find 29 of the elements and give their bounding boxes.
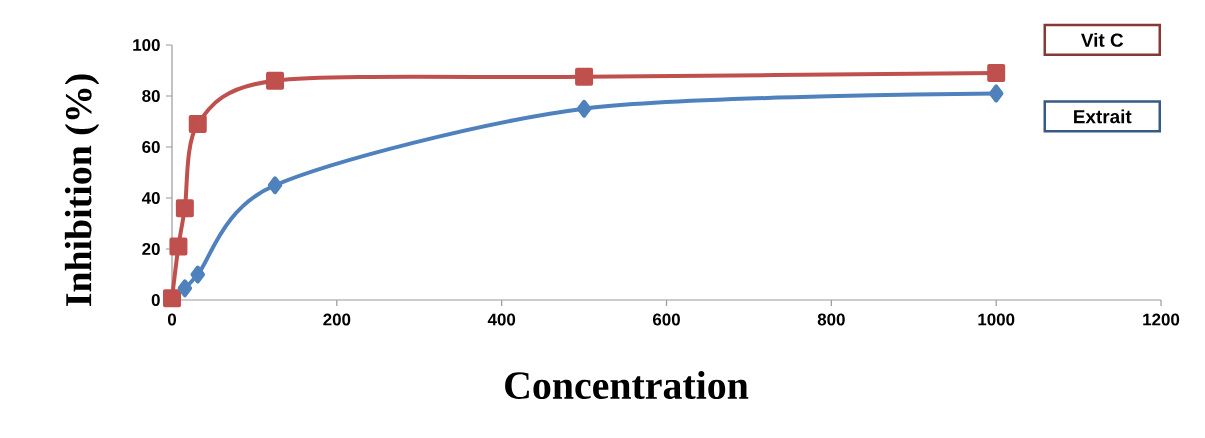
point xyxy=(163,289,181,308)
text: Extrait xyxy=(1074,109,1132,124)
y-tick-label: 80 xyxy=(142,90,160,102)
y-tick-label: 60 xyxy=(142,141,160,153)
y-tick-label: 20 xyxy=(142,243,160,255)
x-tick-label: 200 xyxy=(323,313,351,326)
text: Vit C xyxy=(1081,32,1124,47)
y-axis-title: Inhibition (%) xyxy=(64,74,100,307)
point xyxy=(169,237,188,256)
x-axis-title: Concentration xyxy=(505,370,749,400)
point xyxy=(987,64,1006,83)
y-tick-label: 100 xyxy=(133,39,160,51)
point xyxy=(576,99,592,118)
x-tick-label: 800 xyxy=(817,313,845,326)
point xyxy=(267,176,283,195)
point xyxy=(175,199,194,218)
y-tick-label: 40 xyxy=(141,192,160,204)
point xyxy=(575,67,594,86)
x-tick-label: 1000 xyxy=(978,313,1015,326)
x-tick-label: 1200 xyxy=(1143,313,1180,326)
point xyxy=(190,265,206,284)
x-tick-label: 0 xyxy=(167,313,177,326)
point xyxy=(177,279,193,298)
y-tick-label: 0 xyxy=(151,294,160,306)
point xyxy=(188,115,207,134)
x-tick-label: 400 xyxy=(487,313,516,326)
x-tick-label: 600 xyxy=(653,313,680,326)
point xyxy=(988,84,1004,103)
point xyxy=(266,71,285,90)
